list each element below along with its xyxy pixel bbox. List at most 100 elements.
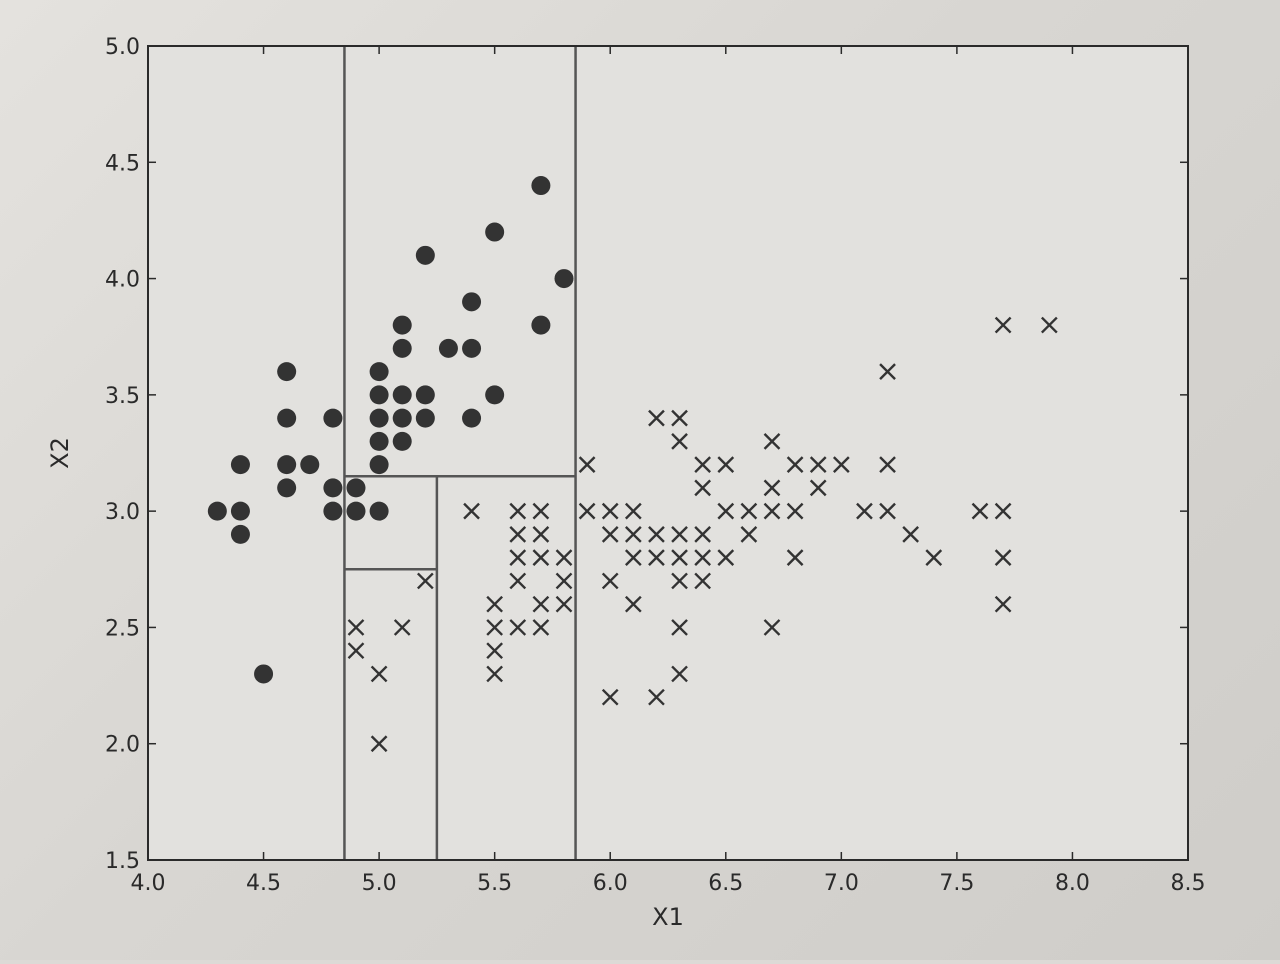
point-circle xyxy=(254,664,274,684)
point-cross xyxy=(671,409,688,427)
point-cross xyxy=(532,526,550,543)
point-cross xyxy=(671,549,688,567)
point-circle xyxy=(323,501,343,521)
point-cross xyxy=(463,502,480,520)
point-cross xyxy=(671,433,688,450)
point-cross xyxy=(856,502,873,520)
y-axis-ticks: 1.5 2.0 2.5 3.0 3.5 4.0 4.5 5.0 xyxy=(105,35,1188,874)
point-cross xyxy=(555,595,573,613)
y-tick-label: 3.0 xyxy=(105,500,140,525)
point-cross xyxy=(694,572,712,590)
plot-frame xyxy=(147,45,1189,861)
point-cross xyxy=(486,642,504,660)
point-cross xyxy=(601,502,619,520)
point-cross xyxy=(624,502,642,520)
point-cross xyxy=(601,688,619,706)
point-cross xyxy=(717,549,735,567)
point-circle xyxy=(392,408,412,428)
point-cross xyxy=(925,549,943,567)
point-cross xyxy=(694,549,712,567)
point-circle xyxy=(392,431,412,451)
point-circle xyxy=(462,292,482,312)
point-cross xyxy=(1040,316,1058,334)
data-points xyxy=(207,176,1058,753)
point-cross xyxy=(393,619,411,636)
point-circle xyxy=(392,338,412,358)
point-cross xyxy=(624,549,642,567)
point-cross xyxy=(370,735,388,753)
point-circle xyxy=(369,455,389,475)
point-circle xyxy=(485,385,505,405)
point-circle xyxy=(554,269,574,289)
x-tick-label: 6.0 xyxy=(593,871,628,896)
point-cross xyxy=(879,456,896,473)
x-tick-label: 7.0 xyxy=(824,871,859,896)
point-circle xyxy=(277,478,297,498)
point-circle xyxy=(207,501,227,521)
point-circle xyxy=(531,315,551,335)
point-cross xyxy=(879,502,896,520)
point-cross xyxy=(532,595,550,613)
y-tick-label: 3.5 xyxy=(105,384,140,409)
point-cross xyxy=(509,549,527,567)
point-circle xyxy=(369,431,389,451)
point-cross xyxy=(370,665,388,683)
point-cross xyxy=(532,619,550,636)
point-cross xyxy=(809,479,827,497)
point-cross xyxy=(694,479,712,497)
point-cross xyxy=(509,526,527,543)
point-cross xyxy=(509,502,527,520)
point-cross xyxy=(717,502,735,520)
point-cross xyxy=(347,619,365,636)
point-cross xyxy=(763,502,781,520)
point-circle xyxy=(485,222,505,242)
point-circle xyxy=(369,408,389,428)
point-circle xyxy=(462,408,482,428)
x-tick-label: 7.5 xyxy=(939,871,974,896)
point-circle xyxy=(323,478,343,498)
y-tick-label: 1.5 xyxy=(105,849,140,874)
point-cross xyxy=(509,572,527,590)
point-circle xyxy=(230,524,250,544)
point-cross xyxy=(624,595,642,613)
point-circle xyxy=(369,385,389,405)
x-tick-label: 5.5 xyxy=(477,871,512,896)
point-cross xyxy=(648,526,665,543)
point-circle xyxy=(277,408,297,428)
point-cross xyxy=(902,526,920,543)
point-cross xyxy=(532,502,550,520)
point-cross xyxy=(648,409,665,427)
point-circle xyxy=(415,408,435,428)
point-circle xyxy=(531,176,551,196)
point-cross xyxy=(486,665,504,683)
point-cross xyxy=(578,456,596,473)
x-axis-ticks: 4.0 4.5 5.0 5.5 6.0 6.5 7.0 7.5 8.0 8.5 xyxy=(131,46,1206,896)
point-cross xyxy=(971,502,989,520)
point-cross xyxy=(994,549,1012,567)
point-cross xyxy=(694,456,712,473)
decision-boundaries xyxy=(343,46,577,860)
point-circle xyxy=(392,315,412,335)
point-cross xyxy=(601,526,619,543)
point-cross xyxy=(532,549,550,567)
point-circle xyxy=(277,455,297,475)
point-cross xyxy=(740,526,758,543)
point-cross xyxy=(601,572,619,590)
point-cross xyxy=(994,502,1012,520)
point-circle xyxy=(346,501,366,521)
point-cross xyxy=(671,526,688,543)
point-cross xyxy=(648,549,665,567)
point-circle xyxy=(230,501,250,521)
point-circle xyxy=(346,478,366,498)
y-tick-label: 2.0 xyxy=(105,733,140,758)
point-circle xyxy=(438,338,458,358)
point-cross xyxy=(555,572,573,590)
point-cross xyxy=(879,363,896,380)
point-cross xyxy=(994,595,1012,613)
plot-background xyxy=(148,46,1188,860)
point-cross xyxy=(486,595,504,613)
x-tick-label: 5.0 xyxy=(362,871,397,896)
point-cross xyxy=(786,502,804,520)
point-cross xyxy=(509,619,527,636)
